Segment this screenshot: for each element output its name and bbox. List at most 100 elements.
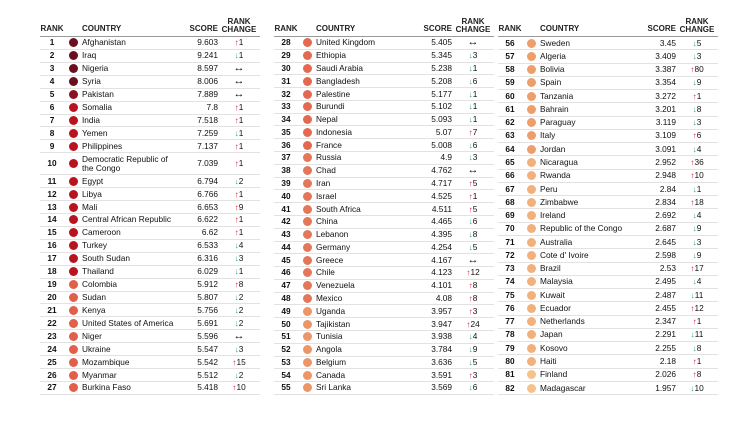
change-arrow [469, 114, 473, 124]
dot-cell [298, 370, 316, 380]
score: 5.102 [431, 101, 452, 112]
table-row: 24 Ukraine 5.547 3 [40, 343, 260, 357]
rank-change: 1 [452, 89, 494, 99]
change-arrow [468, 37, 479, 47]
rank-change: 10 [676, 383, 718, 393]
rank-change: 1 [218, 50, 260, 60]
dot-cell [522, 184, 540, 194]
rank: 70 [505, 223, 515, 234]
dot-cell [298, 115, 316, 125]
table-row: 6 Somalia 7.8 1 [40, 102, 260, 115]
change-arrow [693, 250, 697, 260]
change-amount: 3 [472, 369, 478, 380]
change-amount: 15 [236, 356, 246, 367]
table-row: 17 South Sudan 6.316 3 [40, 253, 260, 266]
change-arrow [693, 184, 697, 194]
score: 2.53 [659, 263, 676, 274]
rank: 82 [505, 382, 515, 393]
score-dot [526, 277, 536, 287]
dot-cell [64, 344, 82, 354]
rank: 20 [47, 291, 57, 302]
table-row: 16 Turkey 6.533 4 [40, 240, 260, 253]
rank-change: 4 [452, 331, 494, 341]
change-arrow [690, 263, 694, 273]
score-dot [526, 237, 536, 247]
score: 2.84 [659, 183, 676, 194]
dot-cell [522, 197, 540, 207]
rank-change: 2 [218, 318, 260, 328]
change-amount: 2 [238, 369, 244, 380]
table-row: 73 Brazil 2.53 17 [498, 263, 718, 276]
score: 5.208 [431, 75, 452, 86]
change-arrow [469, 178, 473, 188]
rank-change: 5 [676, 38, 718, 48]
table-row: 50 Tajikistan 3.947 24 [274, 318, 494, 331]
score-dot [302, 370, 312, 380]
score: 4.123 [431, 267, 452, 278]
rank-change: 3 [452, 50, 494, 60]
change-arrow [235, 240, 239, 250]
change-arrow [235, 292, 239, 302]
score: 5.177 [431, 88, 452, 99]
score: 7.137 [197, 140, 218, 151]
country: Syria [82, 76, 101, 87]
table-row: 49 Uganda 3.957 3 [274, 305, 494, 319]
score-dot [526, 264, 536, 274]
country: Somalia [82, 102, 112, 113]
score-dot [526, 144, 536, 154]
score: 3.947 [431, 318, 452, 329]
score-dot [68, 292, 78, 302]
country: Saudi Arabia [316, 62, 364, 73]
score: 2.18 [659, 356, 676, 366]
score-dot [68, 115, 78, 125]
rank: 43 [281, 229, 291, 240]
dot-cell [64, 241, 82, 251]
change-amount: 3 [696, 117, 702, 128]
rank: 3 [49, 63, 55, 74]
score-dot [68, 383, 78, 393]
change-arrow [469, 306, 473, 316]
change-amount: 8 [472, 293, 478, 304]
country: Thailand [82, 266, 114, 277]
score: 6.62 [201, 227, 218, 238]
table-row: 40 Israel 4.525 1 [274, 190, 494, 204]
rank: 60 [505, 90, 515, 101]
score-dot [302, 281, 312, 291]
score-dot [302, 38, 312, 48]
dot-cell [298, 63, 316, 73]
change-amount: 1 [696, 90, 702, 101]
change-arrow [690, 197, 694, 207]
change-amount: 4 [696, 276, 702, 287]
change-arrow [235, 176, 239, 186]
table-row: 47 Venezuela 4.101 8 [274, 280, 494, 293]
dot-cell [64, 202, 82, 212]
score: 8.006 [197, 76, 218, 87]
score-dot [302, 127, 312, 137]
change-arrow [693, 91, 697, 101]
change-arrow [690, 157, 694, 167]
dot-cell [298, 191, 316, 201]
score: 5.008 [431, 139, 452, 150]
score-dot [68, 228, 78, 238]
score: 5.807 [197, 291, 218, 302]
country: Niger [82, 330, 102, 341]
country: Kuwait [540, 289, 565, 300]
score-dot [526, 343, 536, 353]
score: 6.533 [197, 240, 218, 251]
table-row: 66 Rwanda 2.948 10 [498, 170, 718, 183]
country: Russia [316, 152, 342, 163]
rank: 34 [281, 114, 291, 125]
change-arrow [469, 101, 473, 111]
rank: 12 [47, 188, 57, 199]
rank-change: 1 [218, 227, 260, 237]
country: Rwanda [540, 170, 571, 181]
score-dot [302, 76, 312, 86]
table-row: 77 Netherlands 2.347 1 [498, 316, 718, 329]
score: 7.518 [197, 114, 218, 125]
change-arrow [468, 255, 479, 265]
rank-change: 36 [676, 157, 718, 167]
table-row: 45 Greece 4.167 [274, 254, 494, 268]
score-dot [526, 303, 536, 313]
score: 5.07 [435, 126, 452, 137]
table-row: 72 Cote d' Ivoire 2.598 9 [498, 249, 718, 263]
